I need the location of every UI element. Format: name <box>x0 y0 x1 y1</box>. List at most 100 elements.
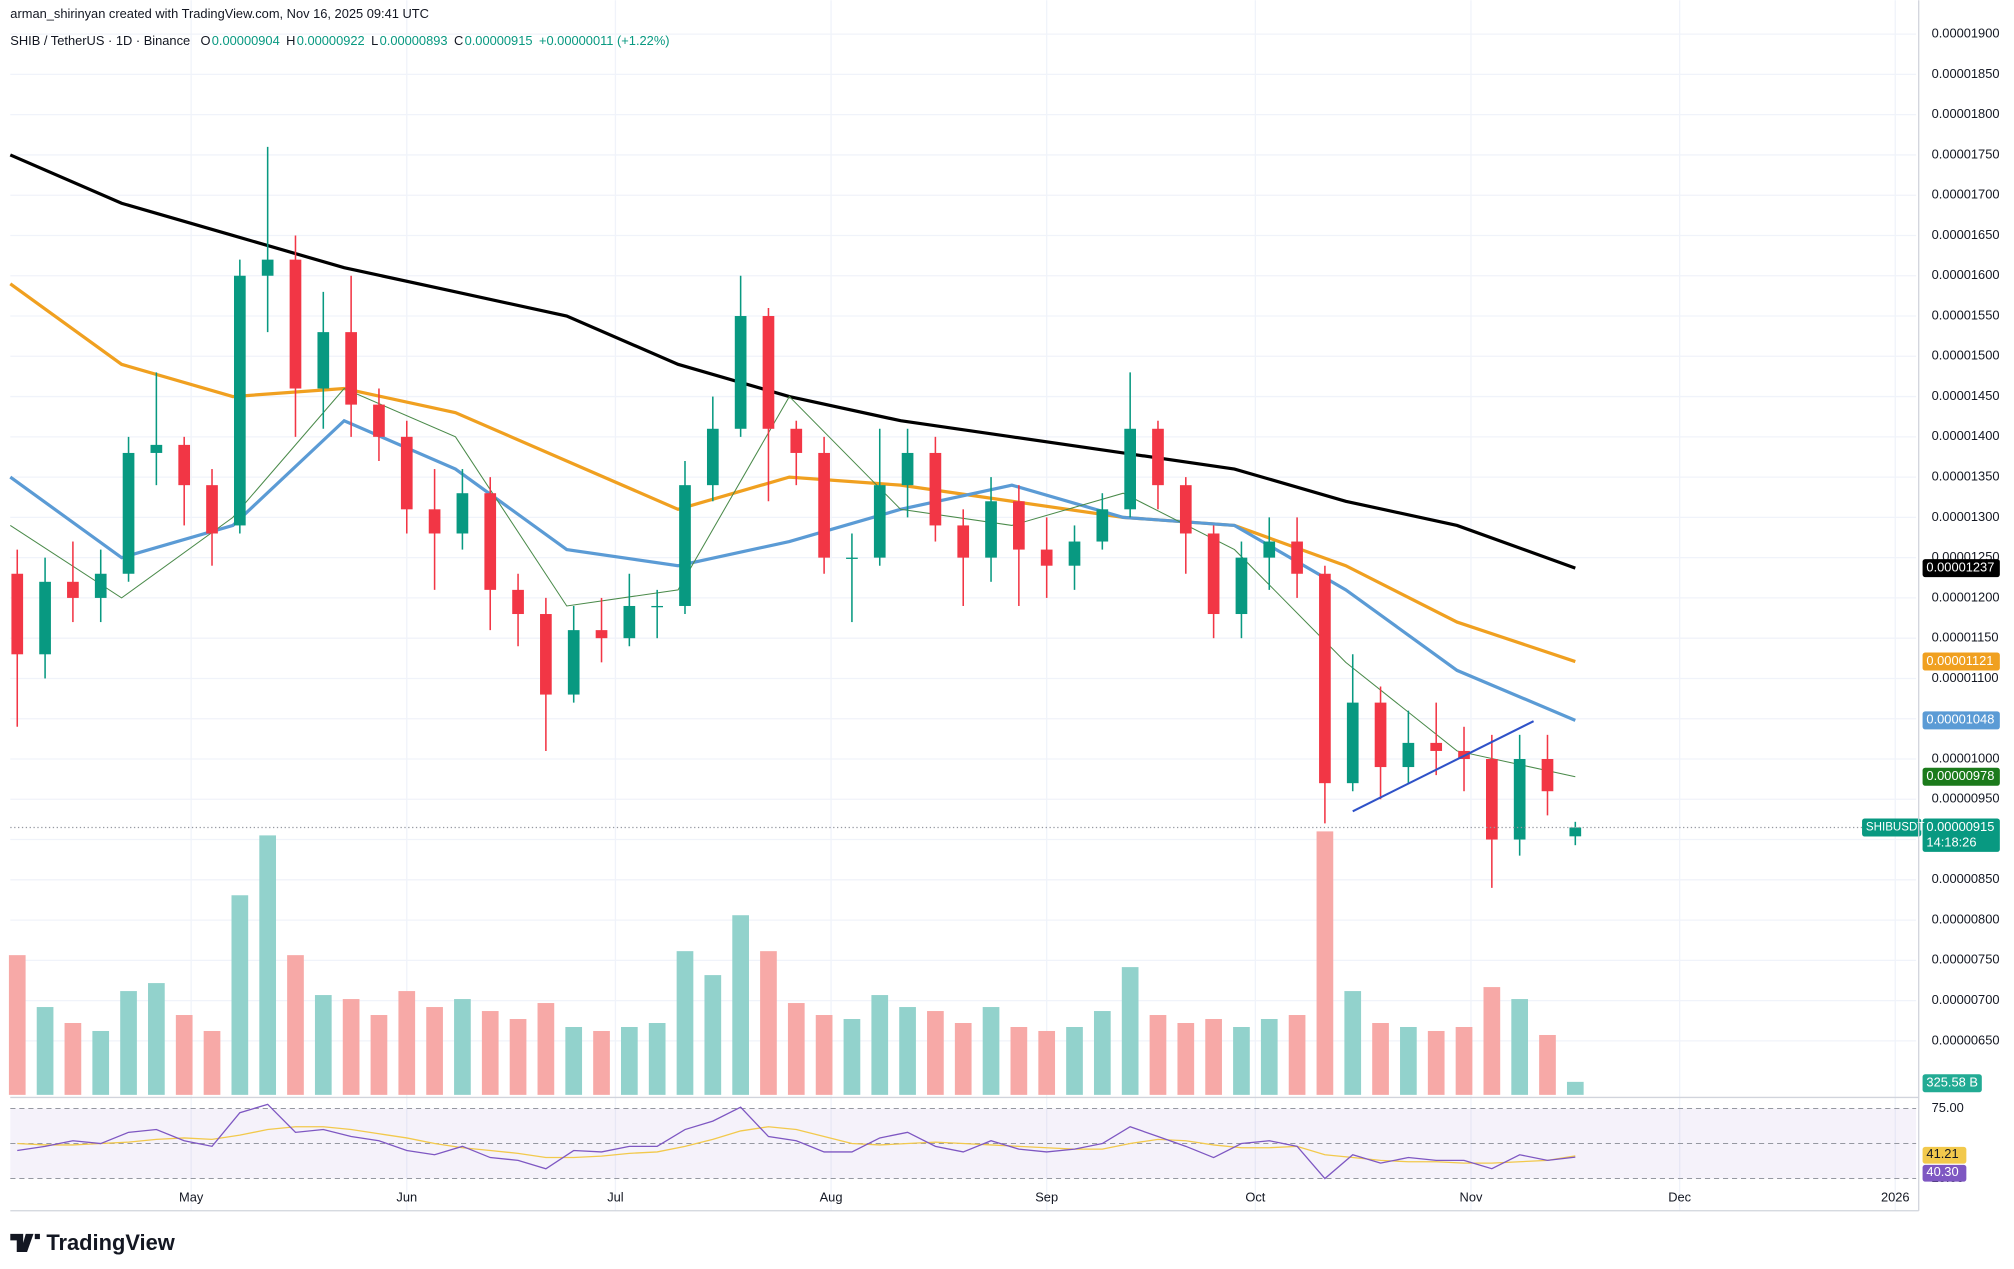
rsi-ma-box <box>1922 1146 1967 1164</box>
volume-bar <box>426 1007 443 1095</box>
y-tick-label: 0.00000650 <box>1932 1032 2000 1047</box>
countdown: 14:18:26 <box>1926 834 1976 849</box>
ohlc-value: 0.00000915 <box>465 33 533 48</box>
rsi-pane <box>10 1103 1917 1180</box>
candle-body <box>178 444 191 486</box>
y-tick-label: 0.00000700 <box>1932 992 2000 1007</box>
y-tick-label: 0.00001800 <box>1932 106 2000 121</box>
volume-bar <box>927 1011 944 1095</box>
y-tick-label: 0.00001550 <box>1932 307 2000 322</box>
candle-body <box>1179 485 1192 534</box>
volume-bar <box>1566 1081 1584 1095</box>
volume-bar <box>454 999 471 1095</box>
ma-value-label: 0.00001121 <box>1926 653 1993 668</box>
legend-title: SHIB / TetherUS · 1D · Binance <box>10 33 190 48</box>
ohlc-value: 0.00000893 <box>380 33 448 48</box>
volume-bar <box>36 1007 54 1095</box>
logo-icon <box>10 1233 40 1252</box>
volume-bar <box>175 1015 193 1095</box>
candle-body <box>484 493 497 590</box>
y-tick-label: 0.00001700 <box>1932 187 2000 202</box>
volume-bar <box>287 955 304 1095</box>
ma-value-box <box>1922 767 2000 786</box>
trendline <box>1352 720 1535 813</box>
candle-body <box>957 525 970 558</box>
volume-bar <box>621 1026 638 1095</box>
volume-bar <box>342 999 360 1095</box>
x-tick-label: Jul <box>607 1189 623 1204</box>
volume-bar <box>1260 1019 1278 1095</box>
candle-body <box>1541 759 1554 792</box>
ma-value-label: 0.00001237 <box>1926 560 1994 575</box>
price-label: 0.00000915 <box>1926 819 1994 834</box>
y-tick-label: 0.00001350 <box>1932 469 2000 484</box>
volume-bar <box>1344 991 1362 1095</box>
volume-bar <box>593 1030 610 1095</box>
candle-body <box>122 452 135 574</box>
ma-value-box <box>1922 559 2000 578</box>
axes: 0.00000650 0.00000700 0.00000750 0.00000800… <box>179 26 2000 1204</box>
candle-body <box>345 332 357 405</box>
volume-bar <box>120 991 137 1095</box>
volume-bar <box>1372 1023 1389 1095</box>
volume-bar <box>1177 1023 1195 1095</box>
candle-body <box>734 316 747 429</box>
volume-bar <box>509 1019 527 1095</box>
rsi-box <box>1922 1164 1967 1182</box>
volume-bar <box>871 995 889 1095</box>
volume-bar <box>203 1030 221 1095</box>
candle-body <box>873 485 886 558</box>
candle-body <box>651 605 664 608</box>
candle-body <box>679 485 691 606</box>
x-tick-label: May <box>179 1189 204 1204</box>
volume-bar <box>760 951 777 1095</box>
candle-body <box>11 573 24 655</box>
x-tick-label: Oct <box>1245 1189 1265 1204</box>
volume-box <box>1922 1074 1982 1093</box>
y-tick-label: 0.00001500 <box>1932 348 2000 363</box>
candle-body <box>1124 428 1136 510</box>
change: +0.00000011 (+1.22%) <box>539 33 670 48</box>
candle-body <box>985 501 997 558</box>
candle-body <box>1319 573 1331 784</box>
candle-body <box>1374 702 1387 768</box>
volume-bar <box>231 895 249 1095</box>
candle-body <box>1152 428 1164 486</box>
candle-body <box>456 493 469 534</box>
volume-bar <box>954 1023 972 1095</box>
candle-body <box>1235 557 1248 615</box>
y-tick-label: 0.00001900 <box>1932 26 2000 41</box>
candle-body <box>289 259 302 389</box>
y-tick-label: 0.00001750 <box>1932 146 2000 161</box>
volume-bar <box>1066 1026 1083 1095</box>
ma-value-label: 0.00000978 <box>1926 768 1994 783</box>
ohlc-prefix: L <box>371 33 378 48</box>
candle-body <box>1430 742 1443 751</box>
volume-bar <box>1400 1026 1417 1095</box>
volume-bar <box>1010 1026 1028 1095</box>
volume-bar <box>565 1026 583 1095</box>
legend-header: SHIB / TetherUS · 1D · Binance O 0.0000090… <box>10 33 669 48</box>
candle-body <box>1068 541 1081 566</box>
x-tick-label: Sep <box>1035 1189 1058 1204</box>
y-tick-label: 0.00001450 <box>1932 388 2000 403</box>
candle-body <box>512 589 524 615</box>
moving-average <box>9 282 1576 664</box>
volume-bar <box>1233 1026 1250 1095</box>
candle-body <box>233 275 246 526</box>
x-tick-label: 2026 <box>1881 1189 1910 1204</box>
y-tick-label: 0.00000950 <box>1932 791 2000 806</box>
rsi-tick-label: 75.00 <box>1932 1100 1964 1115</box>
candle-body <box>400 436 413 510</box>
volume-bar <box>148 983 165 1095</box>
volume-bar <box>1121 967 1139 1095</box>
volume-bar <box>370 1015 388 1095</box>
y-tick-label: 0.00001650 <box>1932 227 2000 242</box>
y-tick-label: 0.00000800 <box>1932 911 2000 926</box>
moving-average <box>9 418 1576 722</box>
candle-body <box>1513 759 1526 840</box>
volume-pane <box>8 831 1584 1095</box>
volume-bar <box>1149 1015 1167 1095</box>
